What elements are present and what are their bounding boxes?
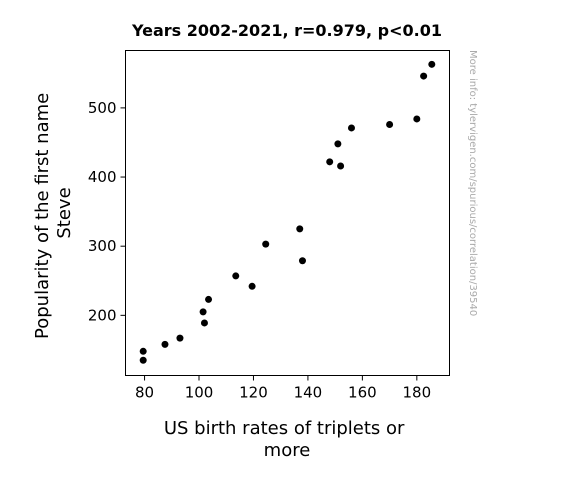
data-point-2: [139, 356, 147, 364]
x-axis-label-line-1: US birth rates of triplets or: [164, 418, 405, 439]
data-point-4: [176, 334, 184, 342]
data-point-11: [296, 225, 304, 233]
data-point-9: [248, 282, 256, 290]
y-axis-label-line-1: Popularity of the first name: [32, 93, 53, 339]
data-point-14: [334, 140, 342, 148]
y-axis-ticks: 200 300 400 500: [88, 99, 126, 324]
data-point-1: [139, 347, 147, 355]
data-point-17: [386, 120, 394, 128]
data-point-6: [200, 319, 208, 327]
data-point-7: [205, 295, 213, 303]
y-tick-label-1: 200: [88, 306, 117, 324]
watermark-text: More info: tylervigen.com/spurious/corre…: [467, 50, 478, 316]
x-tick-label-2: 100: [185, 384, 214, 402]
data-point-3: [161, 340, 169, 348]
x-tick-label-3: 120: [239, 384, 268, 402]
data-point-15: [337, 162, 345, 170]
x-axis-ticks: 80 100 120 140 160 180: [135, 375, 432, 402]
plot-frame: [125, 50, 450, 376]
x-tick-label-1: 80: [135, 384, 154, 402]
data-points: [139, 60, 436, 364]
data-point-10: [262, 240, 270, 248]
x-tick-label-4: 140: [294, 384, 323, 402]
data-point-12: [298, 257, 306, 265]
x-tick-label-6: 180: [403, 384, 432, 402]
data-point-13: [326, 158, 334, 166]
chart-title: Years 2002-2021, r=0.979, p<0.01: [131, 21, 442, 40]
data-point-8: [232, 272, 240, 280]
data-point-20: [428, 60, 436, 68]
data-point-18: [413, 115, 421, 123]
y-axis-label: Popularity of the first name Steve: [32, 87, 75, 339]
data-point-16: [347, 124, 355, 132]
y-tick-label-4: 500: [88, 99, 117, 117]
data-point-5: [199, 308, 207, 316]
y-tick-label-2: 300: [88, 237, 117, 255]
data-point-19: [420, 72, 428, 80]
x-axis-label: US birth rates of triplets or more: [164, 418, 410, 461]
x-axis-label-line-2: more: [264, 440, 311, 461]
y-tick-label-3: 400: [88, 168, 117, 186]
y-axis-label-line-2: Steve: [54, 187, 75, 238]
x-tick-label-5: 160: [348, 384, 377, 402]
